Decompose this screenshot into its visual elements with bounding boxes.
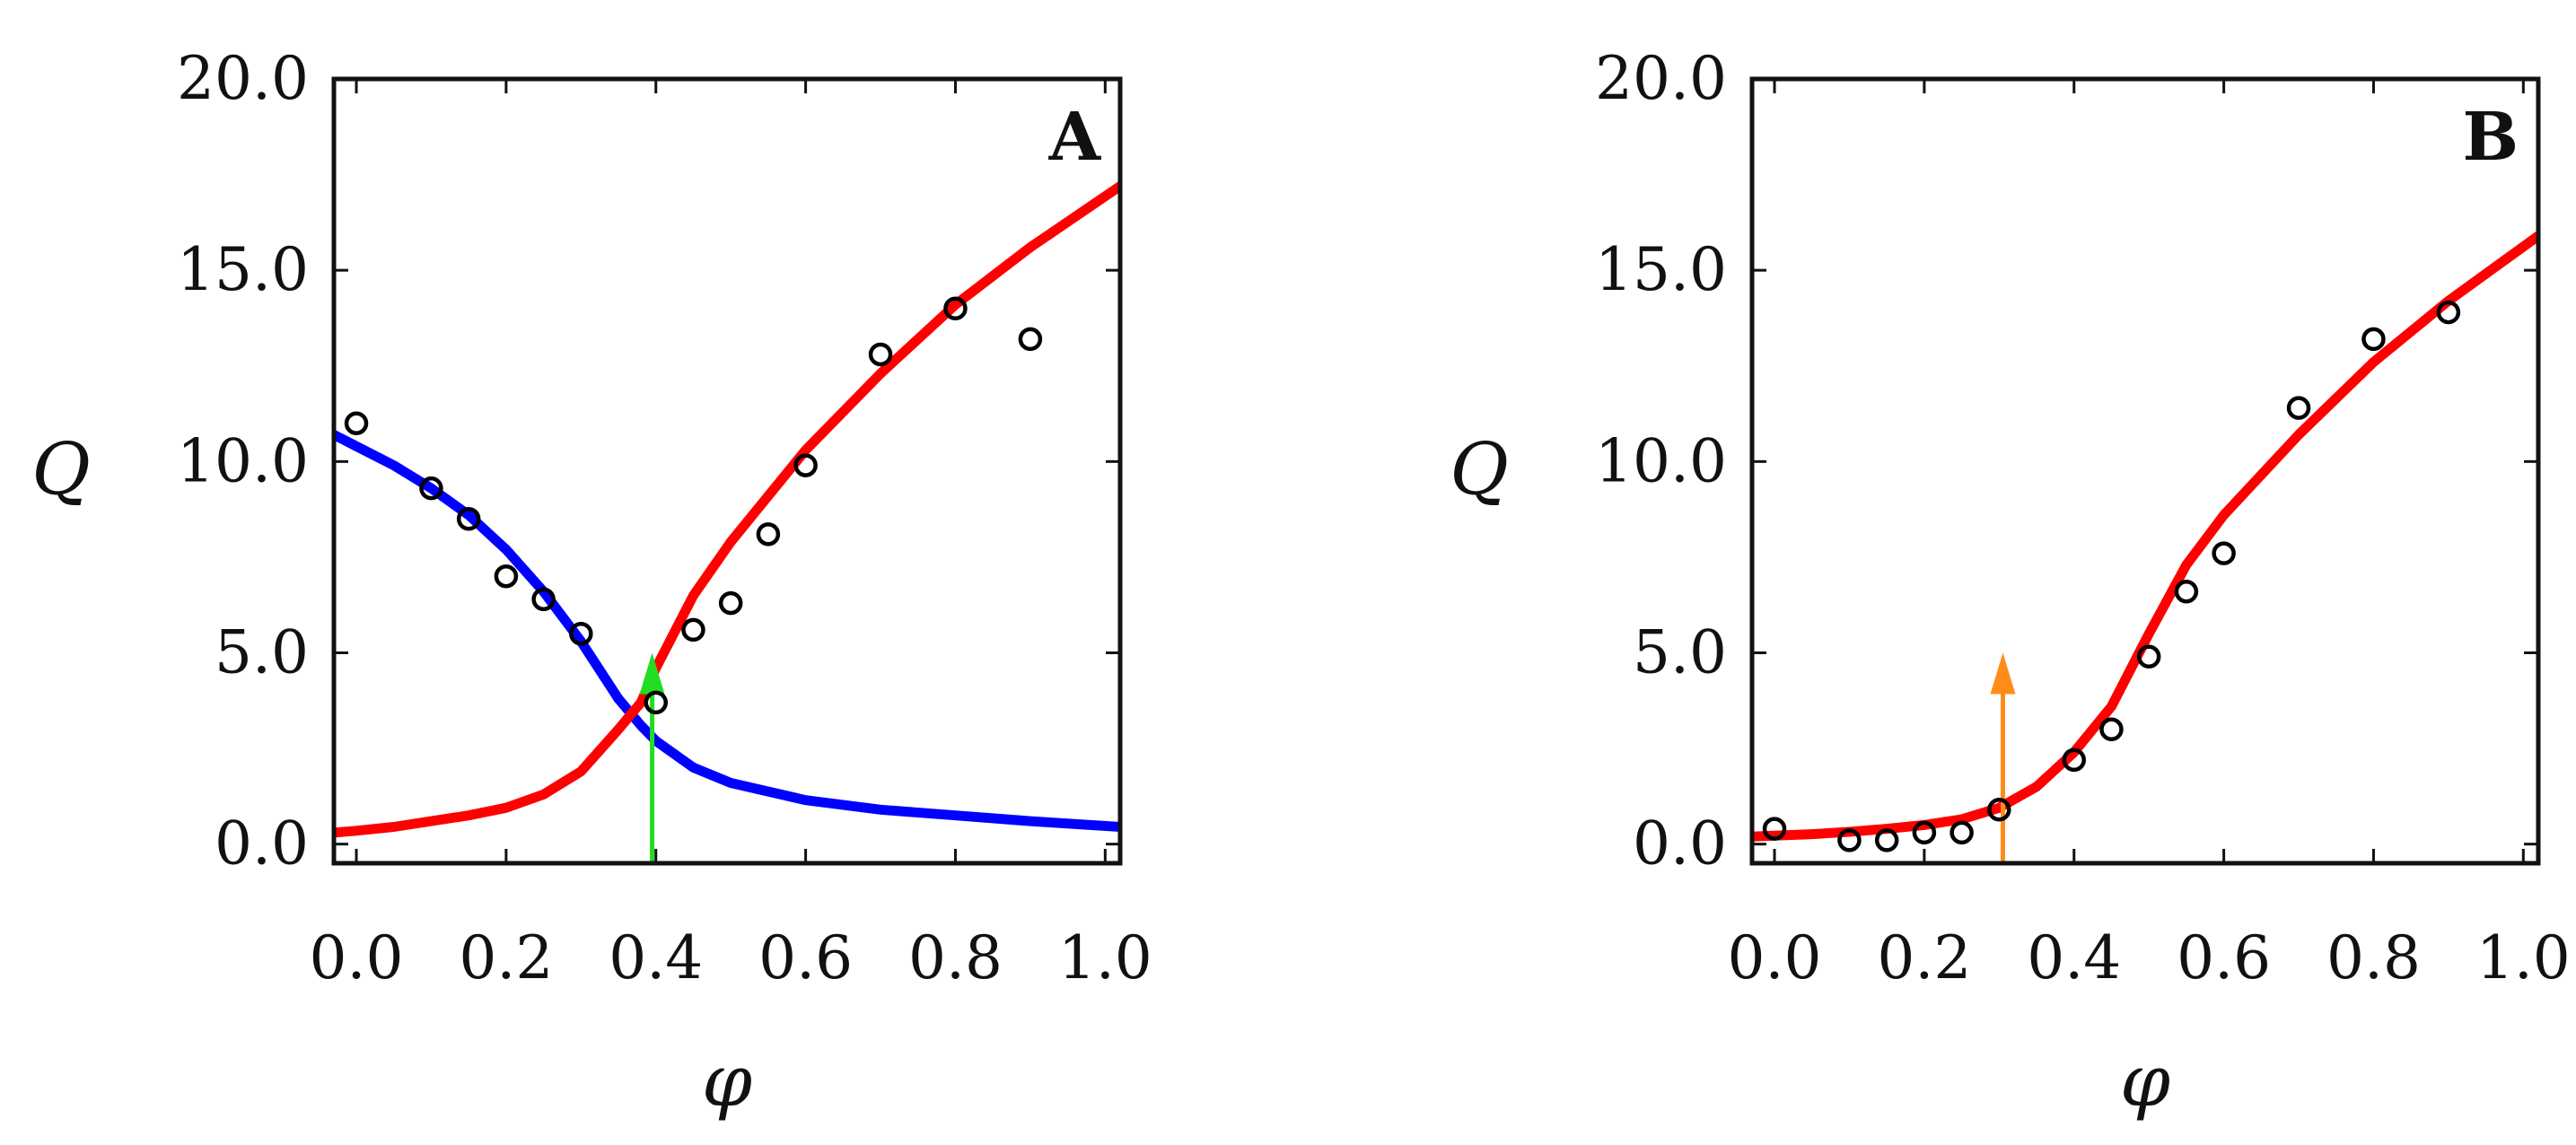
x-axis-label: φ	[2120, 1039, 2170, 1123]
data-point	[2436, 300, 2461, 325]
y-tick-label: 10.0	[1595, 426, 1727, 495]
data-point	[756, 522, 781, 546]
data-point	[456, 507, 481, 531]
data-point	[2174, 580, 2199, 604]
x-tick-label: 0.8	[908, 923, 1003, 992]
x-tick-label: 0.4	[609, 923, 703, 992]
x-axis-label: φ	[702, 1039, 752, 1123]
data-point	[1762, 817, 1787, 841]
x-tick-label: 0.2	[459, 923, 553, 992]
red-curve	[1752, 231, 2538, 842]
x-tick-label: 1.0	[1058, 923, 1152, 992]
panel-label: A	[1048, 99, 1102, 176]
x-tick-label: 0.6	[758, 923, 853, 992]
data-point	[644, 690, 668, 715]
x-tick-label: 0.0	[1728, 923, 1822, 992]
y-tick-label: 5.0	[1633, 618, 1727, 687]
y-tick-label: 15.0	[177, 235, 309, 304]
data-layer	[1752, 231, 2538, 842]
data-point	[1837, 828, 1862, 852]
y-axis-label: Q	[31, 427, 91, 511]
data-point	[1950, 820, 1974, 845]
data-point	[2286, 396, 2311, 420]
data-point	[718, 590, 743, 616]
x-tick-label: 0.2	[1877, 923, 1971, 992]
y-tick-label: 0.0	[1633, 809, 1727, 878]
data-point	[943, 296, 968, 321]
data-point	[419, 476, 443, 501]
data-point	[569, 621, 593, 646]
data-point	[494, 564, 519, 589]
plot-frame	[331, 76, 1123, 866]
data-point	[2136, 644, 2161, 669]
threshold-arrow-head	[639, 652, 665, 695]
data-point	[531, 587, 556, 612]
data-point	[868, 342, 893, 367]
y-tick-label: 20.0	[1595, 44, 1727, 113]
plot-frame	[1749, 76, 2541, 866]
x-tick-label: 0.6	[2177, 923, 2271, 992]
x-tick-label: 0.8	[2326, 923, 2421, 992]
y-tick-label: 5.0	[215, 618, 309, 687]
y-tick-label: 15.0	[1595, 235, 1727, 304]
data-point	[681, 617, 705, 642]
panel-a: 0.0 5.0 10.0 15.0 20.0 0.0 0.2 0.4 0.6 0.8 1.0 A Qφ	[31, 44, 1152, 1123]
x-tick-label: 0.4	[2027, 923, 2121, 992]
data-point	[344, 411, 369, 435]
panel-label: B	[2462, 99, 2519, 176]
x-tick-label: 0.0	[310, 923, 404, 992]
y-axis-label: Q	[1450, 427, 1509, 511]
y-tick-label: 10.0	[177, 426, 309, 495]
data-layer	[334, 180, 1120, 838]
data-point	[2062, 747, 2086, 773]
data-point	[1018, 327, 1043, 352]
panel-b: 0.0 5.0 10.0 15.0 20.0 0.0 0.2 0.4 0.6 0.8 1.0 B Qφ	[1450, 44, 2571, 1123]
data-point	[1987, 798, 2011, 822]
blue-curve	[334, 430, 1120, 832]
data-point	[1912, 820, 1937, 845]
data-point	[793, 453, 818, 477]
data-point	[2361, 327, 2386, 352]
data-point	[2212, 541, 2236, 565]
y-tick-label: 20.0	[177, 44, 309, 113]
red-curve	[334, 180, 1120, 838]
y-tick-label: 0.0	[215, 809, 309, 878]
data-point	[2099, 717, 2124, 742]
data-point	[1874, 828, 1899, 852]
threshold-arrow-head	[1990, 652, 2016, 695]
x-tick-label: 1.0	[2476, 923, 2571, 992]
